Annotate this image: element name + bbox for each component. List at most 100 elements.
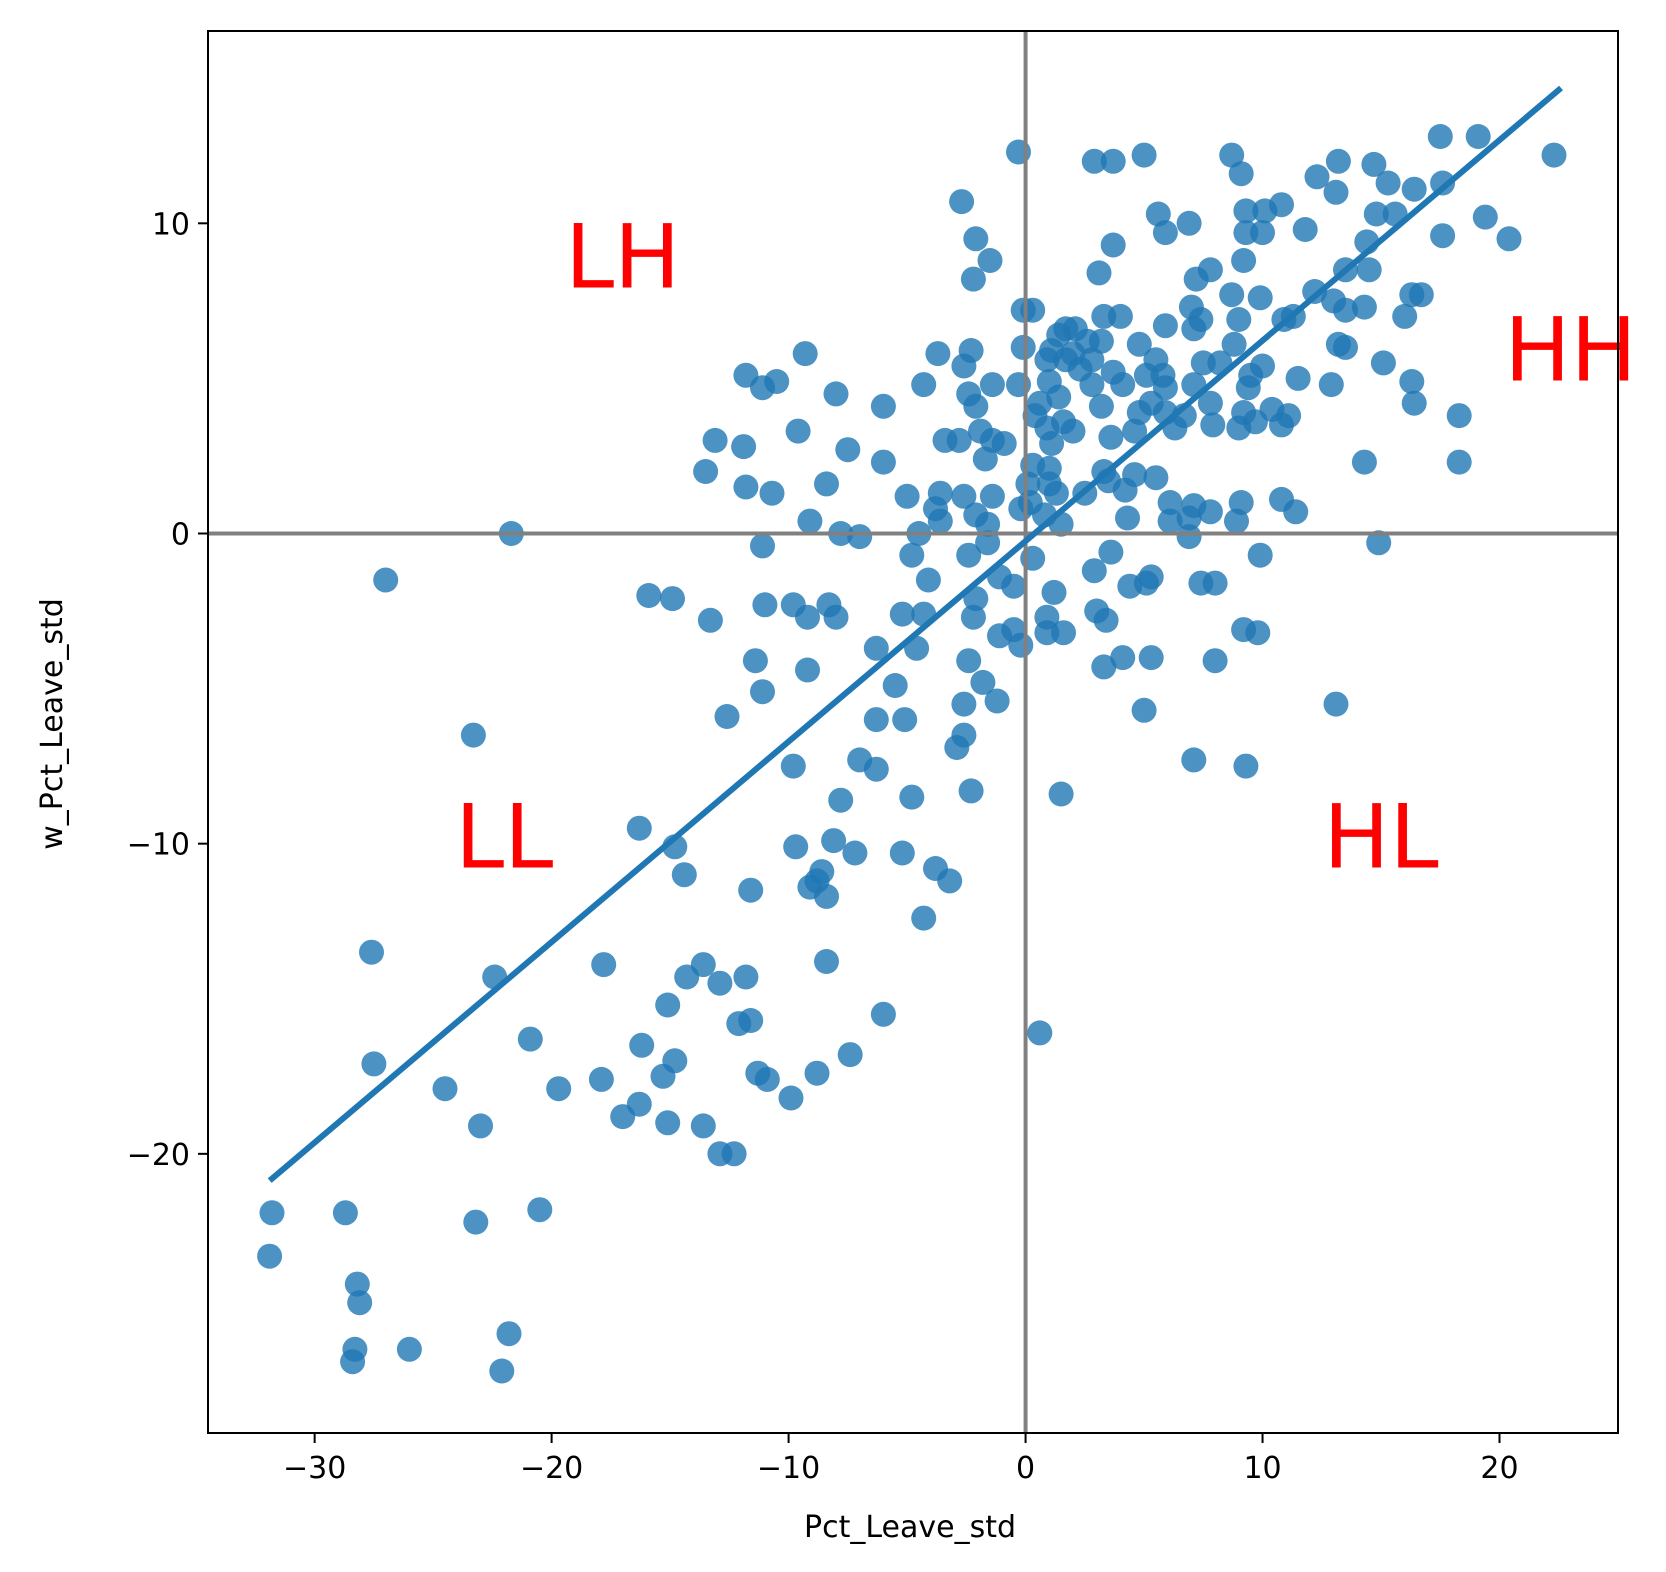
scatter-point xyxy=(1100,232,1126,258)
scatter-point xyxy=(780,753,806,779)
scatter-point xyxy=(899,542,925,568)
scatter-point xyxy=(987,623,1012,649)
scatter-point xyxy=(956,648,982,674)
scatter-point xyxy=(1304,164,1330,190)
scatter-point xyxy=(546,1076,572,1102)
scatter-point xyxy=(889,601,915,627)
scatter-point xyxy=(1110,372,1136,398)
scatter-point xyxy=(1541,142,1567,168)
scatter-point xyxy=(733,964,759,990)
scatter-point xyxy=(707,970,733,996)
y-tick-label: −10 xyxy=(127,828,190,863)
scatter-point xyxy=(1247,542,1273,568)
scatter-point xyxy=(1333,297,1358,323)
scatter-point xyxy=(1219,142,1245,168)
x-tick-label: 10 xyxy=(1243,1451,1281,1486)
scatter-point xyxy=(332,1200,358,1226)
scatter-point xyxy=(960,604,986,630)
scatter-point xyxy=(1126,331,1152,357)
scatter-point xyxy=(892,707,918,733)
scatter-point xyxy=(1285,365,1311,391)
scatter-point xyxy=(1131,697,1157,723)
scatter-point xyxy=(1138,645,1164,671)
scatter-point xyxy=(1152,220,1178,246)
scatter-point xyxy=(1001,573,1027,599)
scatter-point xyxy=(1181,747,1207,773)
scatter-point xyxy=(823,381,849,407)
scatter-point xyxy=(1224,508,1249,534)
scatter-point xyxy=(1235,375,1261,401)
scatter-point xyxy=(259,1200,285,1226)
scatter-point xyxy=(1034,347,1060,373)
plot-area: LH HH LL HL xyxy=(208,31,1637,1433)
axes-frame xyxy=(207,30,1619,1434)
scatter-point xyxy=(1122,418,1148,444)
scatter-point xyxy=(697,607,723,633)
scatter-point xyxy=(344,1271,370,1297)
scatter-point xyxy=(1302,279,1328,304)
scatter-point xyxy=(750,679,775,705)
scatter-point xyxy=(1427,124,1453,149)
scatter-point xyxy=(797,508,823,534)
scatter-point xyxy=(1046,384,1072,410)
scatter-point xyxy=(1176,524,1202,550)
scatter-point xyxy=(1408,282,1434,308)
scatter-point xyxy=(979,372,1005,398)
scatter-point xyxy=(1318,372,1344,398)
scatter-point xyxy=(835,437,861,463)
x-tick-label: −10 xyxy=(757,1451,820,1486)
scatter-point xyxy=(1430,170,1456,196)
scatter-point xyxy=(1091,654,1117,680)
y-tick-label: 10 xyxy=(152,207,190,242)
scatter-point xyxy=(1131,142,1157,168)
scatter-point xyxy=(863,756,889,782)
x-tick-label: 20 xyxy=(1480,1451,1518,1486)
scatter-point xyxy=(1200,412,1226,438)
scatter-point xyxy=(1446,403,1472,429)
scatter-point xyxy=(783,834,809,860)
scatter-point xyxy=(1366,530,1392,556)
scatter-point xyxy=(432,1076,458,1102)
x-tick-label: −30 xyxy=(283,1451,346,1486)
scatter-point xyxy=(1176,505,1202,531)
scatter-point xyxy=(1233,198,1259,224)
scatter-point xyxy=(842,840,868,866)
scatter-point xyxy=(1015,471,1041,497)
scatter-point xyxy=(396,1336,422,1362)
scatter-point xyxy=(742,648,768,674)
scatter-point xyxy=(1079,372,1105,398)
scatter-point xyxy=(956,542,982,568)
scatter-point xyxy=(610,1104,636,1130)
scatter-point xyxy=(1098,424,1124,450)
scatter-point xyxy=(636,583,662,608)
scatter-point xyxy=(527,1197,553,1223)
scatter-point xyxy=(517,1026,543,1052)
scatter-point xyxy=(1088,393,1114,419)
scatter-point xyxy=(1226,415,1252,441)
scatter-point xyxy=(738,1008,764,1033)
scatter-point xyxy=(804,1060,830,1086)
scatter-point xyxy=(975,530,1001,556)
scatter-point xyxy=(1363,201,1389,227)
scatter-point xyxy=(1176,210,1202,236)
scatter-point xyxy=(778,1085,804,1111)
y-axis-label: w_Pct_Leave_std xyxy=(35,598,70,850)
scatter-point xyxy=(1361,151,1387,177)
scatter-point xyxy=(911,372,937,398)
scatter-point xyxy=(257,1243,283,1269)
x-tick-label: −20 xyxy=(520,1451,583,1486)
scatter-point xyxy=(1269,412,1294,438)
scatter-point xyxy=(1008,632,1034,658)
scatter-point xyxy=(951,483,977,509)
scatter-point xyxy=(792,341,818,367)
scatter-point xyxy=(1060,418,1086,444)
scatter-point xyxy=(1098,539,1124,565)
y-axis-ticks: −20 −10 0 10 xyxy=(127,207,208,1173)
scatter-point xyxy=(814,883,839,909)
scatter-point xyxy=(1202,648,1228,674)
scatter-point xyxy=(1356,257,1382,283)
scatter-point xyxy=(1226,307,1252,332)
scatter-point xyxy=(1399,369,1425,394)
scatter-point xyxy=(828,787,854,813)
